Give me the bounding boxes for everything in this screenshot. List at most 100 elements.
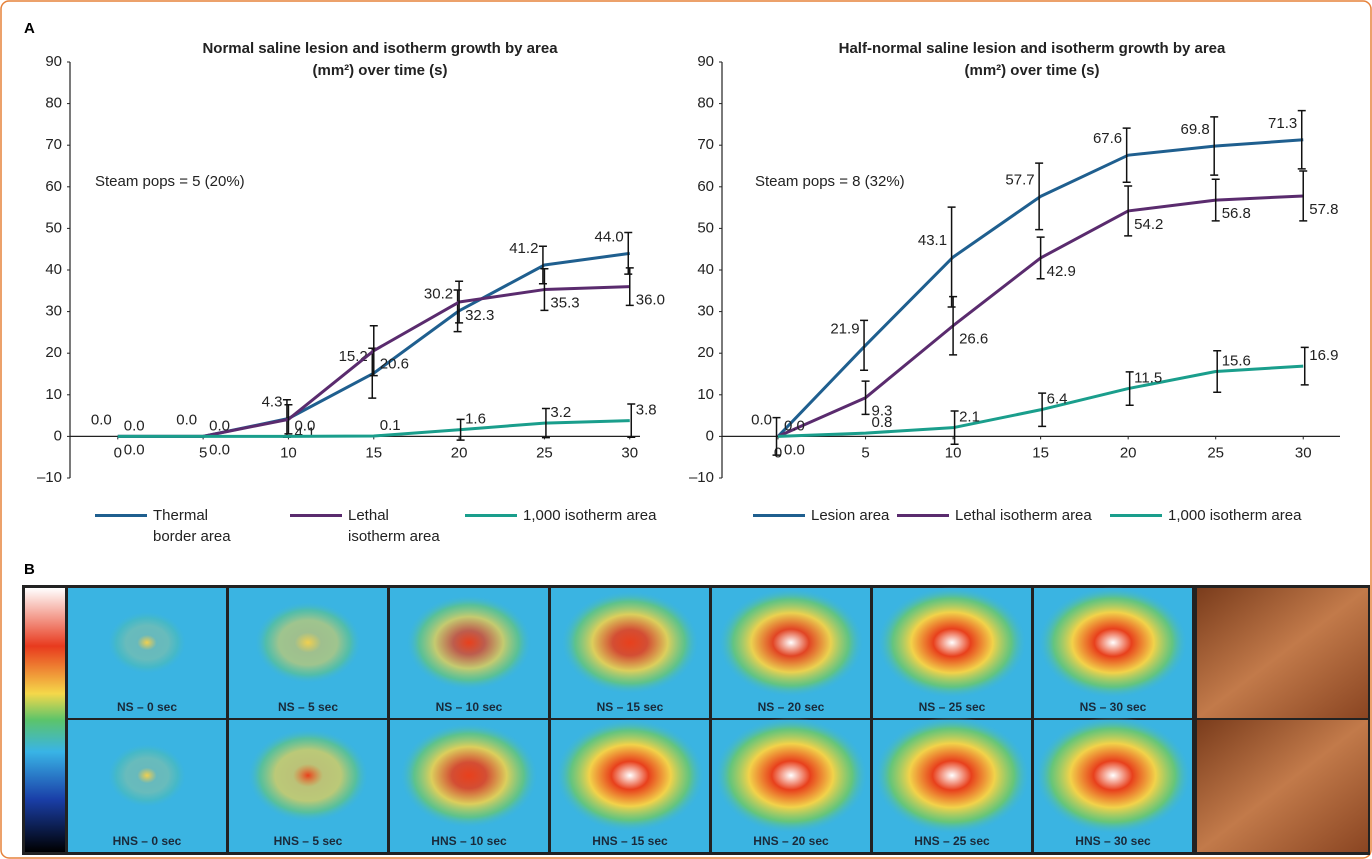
data-label: 35.3 (550, 295, 579, 312)
legend-swatch (1110, 514, 1162, 517)
data-label: 20.6 (380, 356, 409, 373)
x-tick-label: 10 (280, 444, 297, 461)
data-label: 9.3 (872, 403, 893, 420)
y-tick-label: –10 (689, 469, 714, 486)
data-label: 3.2 (550, 404, 571, 421)
data-label: 71.3 (1268, 115, 1297, 132)
error-bar (1297, 109, 1306, 170)
y-tick-label: –10 (37, 469, 62, 486)
y-tick-label: 0 (54, 427, 62, 444)
y-tick-label: 0 (706, 427, 714, 444)
data-label: 15.2 (339, 348, 368, 365)
data-label: 16.9 (1309, 347, 1338, 364)
thermal-spot (108, 611, 186, 674)
thermal-label: NS – 30 sec (1080, 700, 1147, 714)
series-line (777, 364, 1304, 438)
x-tick-label: 20 (1120, 444, 1137, 461)
error-bar (627, 403, 636, 438)
y-tick-label: 60 (697, 178, 714, 195)
error-bar (625, 267, 634, 307)
error-bar (541, 407, 550, 439)
thermal-spot (714, 717, 868, 834)
series-line (776, 138, 1304, 438)
data-label: 1.6 (465, 411, 486, 428)
data-label: 26.6 (959, 331, 988, 348)
error-bar (538, 245, 547, 285)
y-tick-label: 10 (45, 386, 62, 403)
legend-label: Lethal isotherm area (348, 507, 440, 545)
y-tick-label: 30 (45, 303, 62, 320)
y-tick-label: 90 (697, 53, 714, 70)
error-bar (456, 418, 465, 441)
data-label: 0.0 (751, 411, 772, 428)
error-bar (947, 206, 956, 308)
thermal-spot (561, 591, 699, 694)
error-bar (950, 410, 959, 446)
tissue-photo (1197, 588, 1368, 718)
data-label: 67.6 (1093, 130, 1122, 147)
legend-swatch (897, 514, 949, 517)
thermal-label: HNS – 10 sec (431, 834, 507, 848)
data-label: 0.0 (91, 411, 112, 428)
error-bar (368, 347, 377, 399)
panel-letter: A (24, 20, 35, 37)
data-label: 0.0 (294, 417, 315, 434)
series-line (777, 194, 1304, 438)
x-tick-label: 5 (861, 444, 869, 461)
data-label: 0.1 (380, 417, 401, 434)
error-bar (1125, 371, 1134, 406)
thermal-label: HNS – 5 sec (274, 834, 343, 848)
data-label: 0.0 (124, 417, 145, 434)
legend-swatch (290, 514, 342, 517)
chart-title: Normal saline lesion and isotherm growth… (202, 40, 558, 79)
thermal-label: HNS – 15 sec (592, 834, 668, 848)
data-label: 0.0 (784, 417, 805, 434)
error-bar (1124, 185, 1133, 237)
chart-title: Half-normal saline lesion and isotherm g… (838, 40, 1226, 79)
y-tick-label: 60 (45, 178, 62, 195)
thermal-spot (1035, 717, 1191, 834)
data-label: 57.8 (1309, 201, 1338, 218)
legend-label: Lethal isotherm area (955, 507, 1092, 524)
y-tick-label: 40 (697, 261, 714, 278)
data-label: 3.8 (636, 402, 657, 419)
thermal-spot (247, 729, 369, 822)
x-tick-label: 10 (945, 444, 962, 461)
data-label: 30.2 (424, 286, 453, 303)
legend-item: Lethal isotherm area (290, 505, 440, 547)
thermal-label: NS – 15 sec (597, 700, 664, 714)
error-bar (284, 404, 293, 435)
thermal-label: HNS – 20 sec (753, 834, 829, 848)
y-tick-label: 80 (45, 95, 62, 112)
y-tick-label: 80 (697, 95, 714, 112)
thermal-spot (255, 601, 361, 684)
data-label: 43.1 (918, 232, 947, 249)
error-bar (1300, 346, 1309, 386)
data-label: 57.7 (1005, 171, 1034, 188)
thermal-spot (718, 588, 864, 697)
x-tick-label: 30 (621, 444, 638, 461)
series-line (117, 419, 630, 438)
data-label: 0.0 (209, 441, 230, 458)
data-label: 69.8 (1180, 121, 1209, 138)
legend-item: 1,000 isotherm area (465, 505, 685, 526)
thermal-label: HNS – 30 sec (1075, 834, 1151, 848)
error-bar (1122, 127, 1131, 183)
data-label: 6.4 (1047, 391, 1068, 408)
y-tick-label: 50 (697, 219, 714, 236)
error-bar (772, 416, 781, 456)
thermal-label: NS – 20 sec (758, 700, 825, 714)
legend-item: 1,000 isotherm area (1110, 505, 1330, 526)
x-tick-label: 30 (1295, 444, 1312, 461)
x-tick-label: 25 (1207, 444, 1224, 461)
x-tick-label: 20 (451, 444, 468, 461)
error-bar (1035, 162, 1044, 231)
legend-item: Lesion area (753, 505, 903, 526)
error-bar (861, 380, 870, 416)
legend-item: Lethal isotherm area (897, 505, 1117, 526)
error-bar (453, 289, 462, 333)
legend-swatch (753, 514, 805, 517)
error-bar (860, 319, 869, 372)
